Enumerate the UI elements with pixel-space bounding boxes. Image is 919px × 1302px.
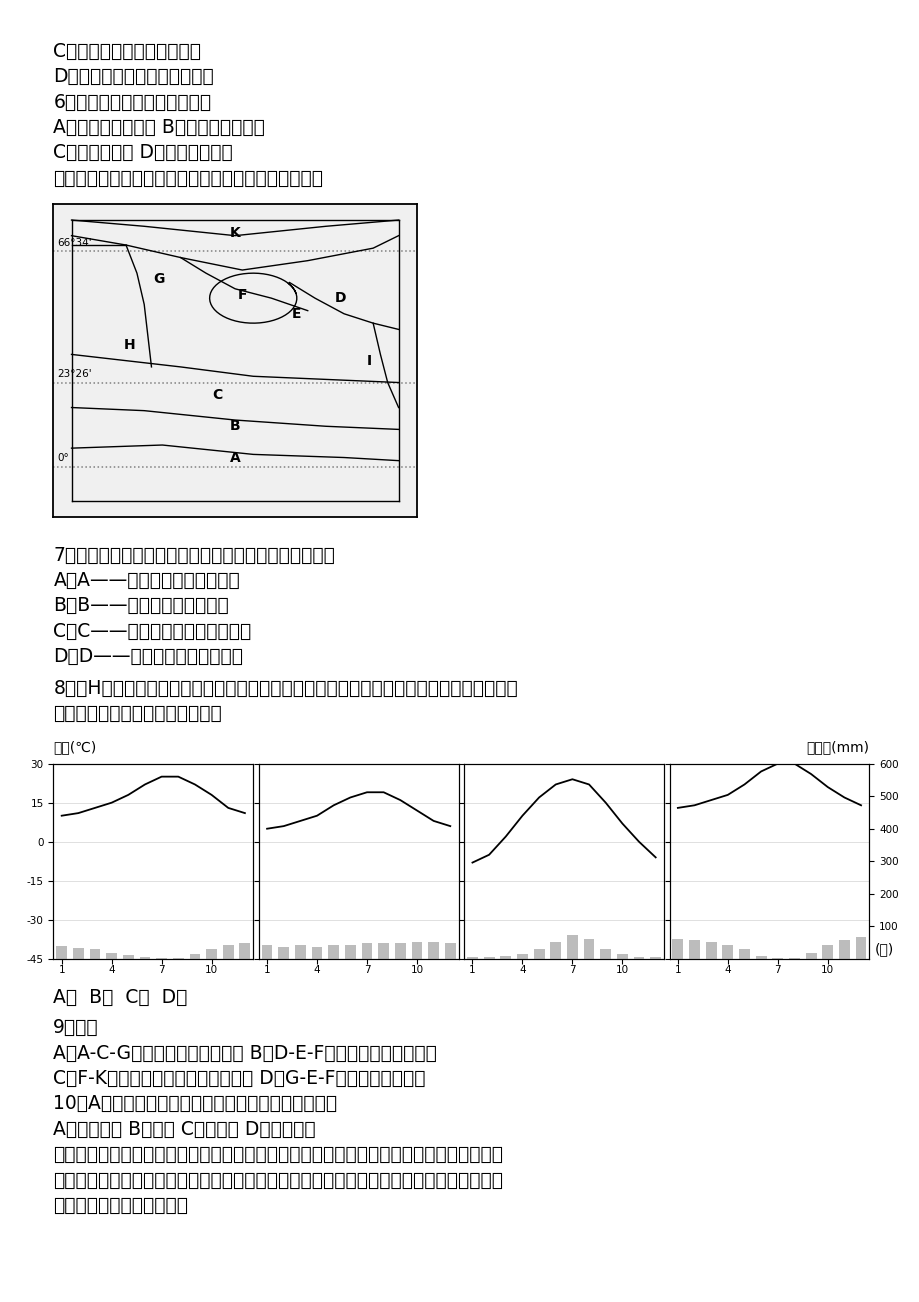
Text: B．B——冬雨夏干，稀树高草: B．B——冬雨夏干，稀树高草	[53, 596, 229, 616]
Bar	[123, 956, 133, 958]
Bar	[278, 947, 289, 958]
Bar	[688, 940, 699, 958]
Bar	[467, 957, 477, 958]
Bar	[617, 953, 627, 958]
Text: 23°26': 23°26'	[58, 368, 92, 379]
Bar	[650, 957, 661, 958]
Bar	[206, 949, 217, 958]
Text: A．海陆分布 B．洋流 C．地下水 D．山脉阳坡: A．海陆分布 B．洋流 C．地下水 D．山脉阳坡	[53, 1120, 315, 1139]
Bar	[56, 945, 67, 958]
Text: A．A——只分布在赤道附近地区: A．A——只分布在赤道附近地区	[53, 570, 240, 590]
Text: B: B	[230, 419, 240, 434]
Text: 66°34': 66°34'	[58, 237, 92, 247]
Text: 济规模相关。下图表示从农业时代、工业时代向后工业时代演化过程中，居住空间、工作空: 济规模相关。下图表示从农业时代、工业时代向后工业时代演化过程中，居住空间、工作空	[53, 1170, 503, 1190]
Bar	[89, 949, 100, 958]
Bar	[705, 943, 716, 958]
Text: (月): (月)	[874, 943, 893, 956]
Text: C: C	[211, 388, 221, 402]
Text: A．  B．  C．  D．: A． B． C． D．	[53, 988, 187, 1006]
Bar	[261, 945, 272, 958]
Text: 6．甲坡山麓地带的气候类型是: 6．甲坡山麓地带的气候类型是	[53, 92, 211, 112]
Bar	[500, 956, 511, 958]
Bar	[672, 939, 683, 958]
Bar	[73, 948, 84, 958]
Bar	[583, 939, 594, 958]
Text: 间、休闲空间的变化模式。: 间、休闲空间的变化模式。	[53, 1197, 188, 1215]
Bar	[533, 949, 544, 958]
Bar	[345, 945, 356, 958]
Bar	[445, 943, 455, 958]
Text: A．温带海洋性气候 B．亚热带季风气候: A．温带海洋性气候 B．亚热带季风气候	[53, 118, 265, 137]
Text: C．C——全年炎热干燥，植被稀少: C．C——全年炎热干燥，植被稀少	[53, 622, 251, 641]
Bar	[394, 943, 405, 958]
Text: 候类型，与该种叶片特点相符的是: 候类型，与该种叶片特点相符的是	[53, 704, 221, 724]
Text: 10．A自然带延伸到北回归线附近，可能的影响因素是: 10．A自然带延伸到北回归线附近，可能的影响因素是	[53, 1094, 337, 1113]
Bar	[328, 945, 339, 958]
Text: C．地中海气候 D．温带季风气候: C．地中海气候 D．温带季风气候	[53, 143, 233, 163]
Bar	[361, 943, 372, 958]
Text: C．甲坡的水热状况优于乙坡: C．甲坡的水热状况优于乙坡	[53, 42, 201, 61]
Text: K: K	[230, 225, 240, 240]
Text: 0°: 0°	[58, 453, 70, 464]
Text: C．F-K气温降低，以海拔变化为基础 D．G-E-F以水分变化为基础: C．F-K气温降低，以海拔变化为基础 D．G-E-F以水分变化为基础	[53, 1069, 425, 1088]
Text: H: H	[124, 339, 135, 352]
Text: F: F	[237, 288, 247, 302]
Text: 气温(℃): 气温(℃)	[53, 741, 96, 754]
Bar	[805, 953, 816, 958]
Text: A: A	[230, 450, 240, 465]
Bar	[738, 948, 749, 958]
Bar	[566, 936, 577, 958]
Bar	[140, 957, 150, 958]
Text: D．水分差异导致植被类型不同: D．水分差异导致植被类型不同	[53, 66, 214, 86]
Text: 7．关于图中字母序号所代表的自然带的叙述，正确的是: 7．关于图中字母序号所代表的自然带的叙述，正确的是	[53, 546, 335, 565]
Text: 8．在H地区，许多树木的叶子都比较小，表面多为腊质层，以减少水分的蒸发。下图所示气: 8．在H地区，许多树木的叶子都比较小，表面多为腊质层，以减少水分的蒸发。下图所示…	[53, 680, 517, 698]
Text: I: I	[367, 354, 371, 367]
Text: 读「北半球理想大陆自然带分布图」，回答下面小题。: 读「北半球理想大陆自然带分布图」，回答下面小题。	[53, 169, 323, 187]
Bar	[312, 947, 322, 958]
Bar	[600, 948, 610, 958]
Bar	[822, 945, 833, 958]
Text: A．A-C-G体现了经度地带性规律 B．D-E-F体现了纬度地带性规律: A．A-C-G体现了经度地带性规律 B．D-E-F体现了纬度地带性规律	[53, 1044, 437, 1062]
Bar	[721, 945, 732, 958]
Bar	[295, 945, 305, 958]
Bar	[427, 943, 438, 958]
Text: E: E	[291, 307, 301, 320]
Bar	[838, 940, 849, 958]
Bar	[855, 937, 866, 958]
Text: 日常活动空间大体可分为居住、工作、休闲三类，每一类活动空间的规模都与当时的社会经: 日常活动空间大体可分为居住、工作、休闲三类，每一类活动空间的规模都与当时的社会经	[53, 1146, 503, 1164]
Bar	[189, 954, 200, 958]
Bar	[411, 943, 422, 958]
Bar	[378, 943, 389, 958]
Bar	[550, 943, 561, 958]
Text: 降水量(mm): 降水量(mm)	[806, 741, 868, 754]
Text: D．D——受西风影响，终年湿润: D．D——受西风影响，终年湿润	[53, 647, 244, 667]
Bar	[483, 957, 494, 958]
Text: 9．图中: 9．图中	[53, 1018, 99, 1038]
Text: D: D	[335, 292, 346, 305]
Bar	[106, 953, 117, 958]
Bar	[239, 943, 250, 958]
Bar	[633, 957, 643, 958]
Bar	[516, 954, 528, 958]
Bar	[222, 945, 233, 958]
Text: G: G	[153, 272, 165, 286]
Bar	[754, 956, 766, 958]
